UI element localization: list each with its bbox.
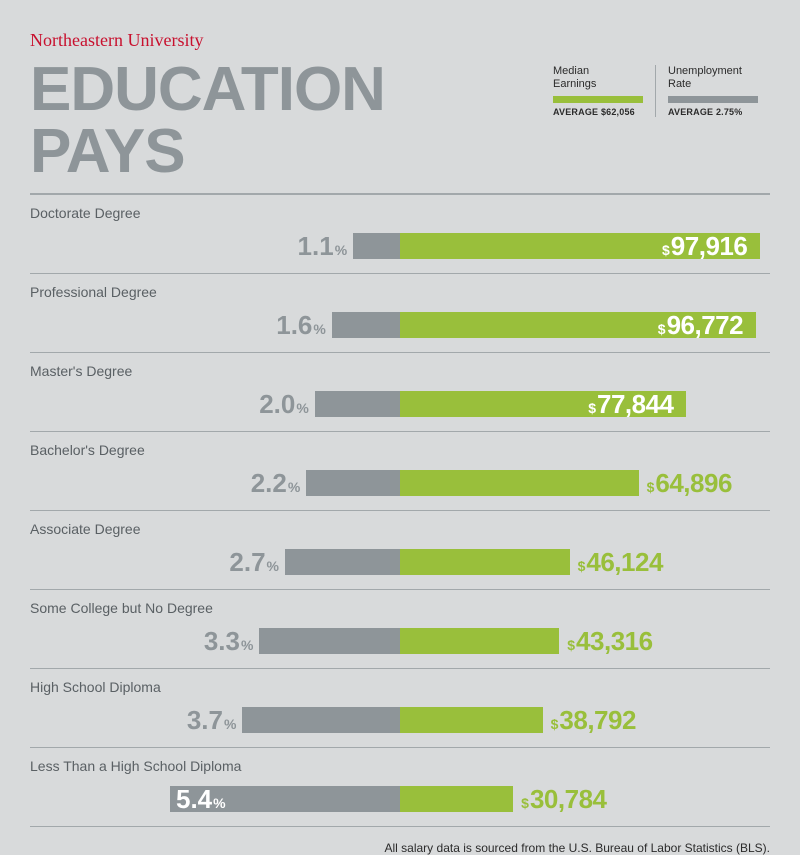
legend-earnings-avg: AVERAGE $62,056 [553,107,643,117]
salary-value: $77,844 [588,391,673,417]
chart-row: Professional Degree 1.6% $96,772 [30,274,770,353]
bar-line: 1.1% $97,916 [30,229,770,263]
row-label: Less Than a High School Diploma [30,758,770,774]
legend-earnings-swatch [553,96,643,103]
unemployment-bar [285,549,400,575]
salary-value: $30,784 [521,786,606,812]
unemployment-value: 2.0% [259,391,309,417]
chart-row: Bachelor's Degree 2.2% $64,896 [30,432,770,511]
unemployment-value: 2.7% [229,549,279,575]
row-label: Bachelor's Degree [30,442,770,458]
bar-line: 3.3% $43,316 [30,624,770,658]
legend-unemp-swatch [668,96,758,103]
unemployment-bar [259,628,400,654]
salary-value: $97,916 [662,233,747,259]
bar-line: 3.7% $38,792 [30,703,770,737]
bar-line: 5.4% $30,784 [30,782,770,816]
unemployment-value: 5.4% [176,786,226,812]
chart-row: Less Than a High School Diploma 5.4% $30,7… [30,748,770,827]
bar-line: 1.6% $96,772 [30,308,770,342]
brand-label: Northeastern University [30,30,770,51]
unemployment-value: 1.1% [298,233,348,259]
row-label: Associate Degree [30,521,770,537]
unemployment-bar [242,707,400,733]
unemployment-bar [332,312,400,338]
row-label: High School Diploma [30,679,770,695]
bar-line: 2.7% $46,124 [30,545,770,579]
salary-bar [400,707,543,733]
unemployment-bar [315,391,400,417]
legend-unemp-avg: AVERAGE 2.75% [668,107,758,117]
unemployment-bar [306,470,400,496]
chart-row: Some College but No Degree 3.3% $43,316 [30,590,770,669]
page-title: EDUCATION PAYS [30,59,541,183]
footnote: All salary data is sourced from the U.S.… [30,841,770,855]
salary-bar [400,628,559,654]
salary-value: $46,124 [578,549,663,575]
salary-value: $38,792 [551,707,636,733]
chart-row: Master's Degree 2.0% $77,844 [30,353,770,432]
unemployment-value: 1.6% [276,312,326,338]
header: EDUCATION PAYS Median Earnings AVERAGE $… [30,59,770,195]
row-label: Master's Degree [30,363,770,379]
row-label: Doctorate Degree [30,205,770,221]
salary-bar [400,549,570,575]
chart-row: Associate Degree 2.7% $46,124 [30,511,770,590]
unemployment-value: 3.7% [187,707,237,733]
bar-line: 2.0% $77,844 [30,387,770,421]
legend-earnings: Median Earnings AVERAGE $62,056 [541,65,655,117]
chart-rows: Doctorate Degree 1.1% $97,916 Professional … [30,195,770,827]
salary-bar [400,470,639,496]
salary-value: $96,772 [658,312,743,338]
legend: Median Earnings AVERAGE $62,056 Unemploy… [541,65,770,117]
legend-earnings-label: Median Earnings [553,65,643,90]
unemployment-value: 2.2% [251,470,301,496]
chart-row: High School Diploma 3.7% $38,792 [30,669,770,748]
legend-unemp-label: Unemployment Rate [668,65,758,90]
unemployment-value: 3.3% [204,628,254,654]
chart-row: Doctorate Degree 1.1% $97,916 [30,195,770,274]
legend-unemp: Unemployment Rate AVERAGE 2.75% [655,65,770,117]
salary-value: $64,896 [647,470,732,496]
salary-value: $43,316 [567,628,652,654]
row-label: Some College but No Degree [30,600,770,616]
bar-line: 2.2% $64,896 [30,466,770,500]
unemployment-bar [353,233,400,259]
salary-bar [400,786,513,812]
row-label: Professional Degree [30,284,770,300]
